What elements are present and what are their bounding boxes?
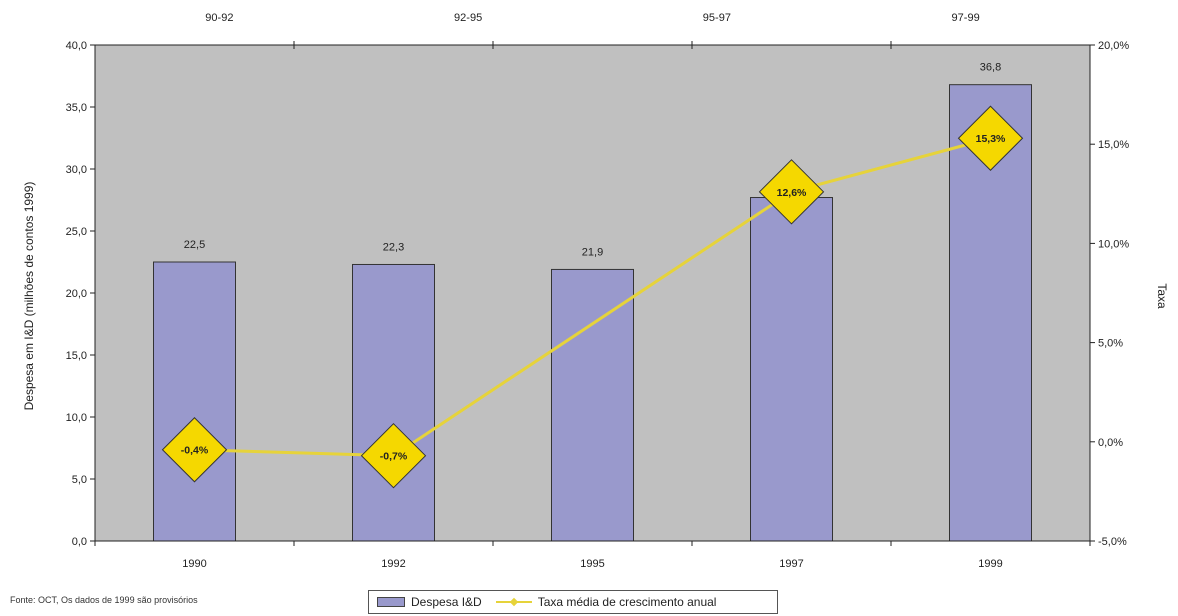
bar <box>352 263 435 542</box>
top-period-label: 97-99 <box>952 12 980 24</box>
y2-tick-label: 15,0% <box>1098 139 1129 151</box>
top-period-label: 95-97 <box>703 12 731 24</box>
bar <box>750 197 833 542</box>
growth-rate-label: -0,7% <box>380 451 408 463</box>
growth-rate-marker <box>957 105 1024 171</box>
x-tick-label: 1992 <box>381 558 405 570</box>
source-note: Fonte: OCT, Os dados de 1999 são provisó… <box>10 595 198 605</box>
legend-item-bar: Despesa I&D <box>377 595 482 609</box>
y-tick-label: 5,0 <box>72 474 87 486</box>
y-tick-label: 35,0 <box>66 102 87 114</box>
legend-item-line: Taxa média de crescimento anual <box>495 595 717 609</box>
bar <box>551 268 634 542</box>
bar <box>153 261 236 542</box>
growth-rate-label: 15,3% <box>976 133 1006 145</box>
y2-tick-label: 20,0% <box>1098 40 1129 52</box>
y-tick-label: 25,0 <box>66 226 87 238</box>
growth-rate-marker <box>758 159 825 225</box>
y2-tick-label: 5,0% <box>1098 338 1123 350</box>
legend-bar-label: Despesa I&D <box>411 595 482 609</box>
bar-value-label: 22,3 <box>383 241 404 253</box>
growth-rate-marker <box>161 417 228 483</box>
legend-bar-swatch <box>377 597 405 607</box>
combo-chart: 22,522,321,927,736,8 -0,4%-0,7%12,6%15,3… <box>22 12 1169 570</box>
bar-value-label: 36,8 <box>980 62 1001 74</box>
x-tick-label: 1999 <box>978 558 1002 570</box>
legend-line-label: Taxa média de crescimento anual <box>537 595 717 609</box>
top-period-label: 92-95 <box>454 12 482 24</box>
y-tick-label: 15,0 <box>66 350 87 362</box>
growth-rate-label: 12,6% <box>777 187 807 199</box>
y2-tick-label: 10,0% <box>1098 238 1129 250</box>
y-tick-label: 20,0 <box>66 288 87 300</box>
y2-axis-title: Taxa <box>1155 283 1169 309</box>
legend: Despesa I&D Taxa média de crescimento an… <box>368 590 778 614</box>
y2-tick-label: 0,0% <box>1098 437 1123 449</box>
growth-rate-label: -0,4% <box>181 445 209 457</box>
top-period-label: 90-92 <box>205 12 233 24</box>
y-tick-label: 40,0 <box>66 40 87 52</box>
y-axis-title: Despesa em I&D (milhões de contos 1999) <box>22 182 36 411</box>
x-tick-label: 1997 <box>779 558 803 570</box>
y2-tick-label: -5,0% <box>1098 536 1127 548</box>
y-tick-label: 0,0 <box>72 536 87 548</box>
growth-rate-line <box>194 136 991 458</box>
legend-line-swatch <box>495 597 532 607</box>
y-tick-label: 30,0 <box>66 164 87 176</box>
y-tick-label: 10,0 <box>66 412 87 424</box>
growth-rate-marker <box>360 422 427 489</box>
x-tick-label: 1995 <box>580 558 604 570</box>
bar-value-label: 21,9 <box>582 246 603 258</box>
x-tick-label: 1990 <box>182 558 206 570</box>
bar-value-label: 22,5 <box>184 239 205 251</box>
